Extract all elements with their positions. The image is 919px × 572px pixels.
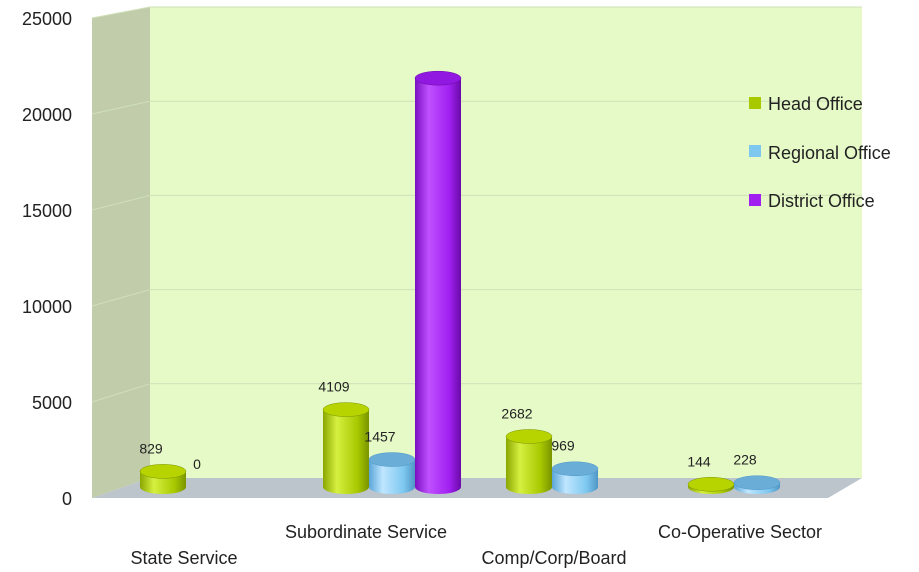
data-label: 1457 — [364, 429, 395, 445]
back-wall — [150, 7, 862, 478]
bars — [139, 70, 781, 494]
gridline-side — [91, 194, 151, 211]
y-tick-label: 5000 — [32, 393, 72, 413]
category-labels: State Service Subordinate Service Comp/Cor… — [130, 522, 822, 568]
y-tick-label: 0 — [62, 489, 72, 509]
floor — [92, 478, 862, 498]
legend-swatch-district-office — [749, 194, 761, 206]
legend-item-regional-office: Regional Office — [749, 143, 891, 163]
bar-top — [368, 452, 416, 467]
data-label: 0 — [193, 456, 201, 472]
y-tick-label: 10000 — [22, 297, 72, 317]
y-axis-ticks: 0 5000 10000 15000 20000 25000 — [22, 9, 72, 509]
bar-top — [414, 70, 462, 86]
bar-body — [506, 436, 552, 494]
bar — [139, 464, 187, 494]
legend-item-district-office: District Office — [749, 191, 875, 211]
gridlines — [91, 6, 862, 403]
bar-top — [551, 461, 599, 476]
gridline-side — [91, 6, 151, 19]
bar-top — [733, 475, 781, 490]
x-category-label: Subordinate Service — [285, 522, 447, 542]
bar — [414, 70, 462, 494]
x-category-label: Comp/Corp/Board — [481, 548, 626, 568]
legend-label-district-office: District Office — [768, 191, 875, 211]
bar — [505, 429, 553, 494]
data-label: 144 — [687, 453, 711, 469]
bar-top — [139, 464, 187, 479]
legend-item-head-office: Head Office — [749, 94, 863, 114]
bar — [322, 402, 370, 494]
data-label: 2682 — [501, 405, 532, 421]
side-wall — [92, 7, 150, 498]
legend-label-regional-office: Regional Office — [768, 143, 891, 163]
gridline-side — [91, 383, 151, 403]
bar-top — [505, 429, 553, 444]
chart-walls — [92, 7, 862, 498]
x-category-label: State Service — [130, 548, 237, 568]
data-labels: 829 0 4109 1457 2682 969 144 228 — [139, 379, 757, 472]
bar — [687, 477, 735, 494]
bar-body — [323, 409, 369, 494]
bar-body — [415, 78, 461, 494]
data-label: 228 — [733, 452, 757, 468]
legend-label-head-office: Head Office — [768, 94, 863, 114]
gridline-side — [91, 100, 151, 115]
data-label: 829 — [139, 440, 163, 456]
data-label: 969 — [551, 438, 575, 454]
legend-swatch-regional-office — [749, 145, 761, 157]
bar-body — [369, 459, 415, 494]
bar — [733, 475, 781, 494]
y-tick-label: 20000 — [22, 105, 72, 125]
legend-swatch-head-office — [749, 97, 761, 109]
bar — [551, 461, 599, 494]
bar — [368, 452, 416, 494]
bar-top — [687, 477, 735, 492]
x-category-label: Co-Operative Sector — [658, 522, 822, 542]
legend: Head Office Regional Office District Off… — [749, 94, 891, 211]
bar-top — [322, 402, 370, 417]
y-tick-label: 25000 — [22, 9, 72, 29]
gridline-side — [91, 289, 151, 307]
y-tick-label: 15000 — [22, 201, 72, 221]
data-label: 4109 — [318, 379, 349, 395]
